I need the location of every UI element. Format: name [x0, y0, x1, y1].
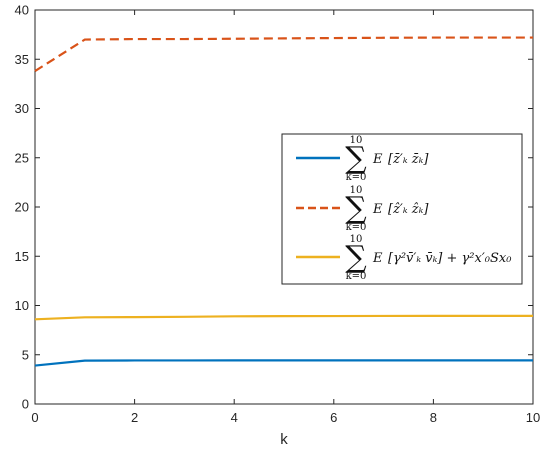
legend: 10∑k=0E [z̄′ₖ z̄ₖ]10∑k=0E [ẑ′ₖ ẑₖ]10∑k=0E[… — [281, 133, 523, 285]
legend-sum-upper: 10 — [350, 185, 363, 196]
y-tick-label: 40 — [15, 3, 29, 18]
legend-expectation-E: E — [372, 251, 383, 266]
legend-sum-upper: 10 — [350, 234, 363, 245]
y-tick-label: 25 — [15, 150, 29, 165]
series-line-1 — [34, 359, 533, 367]
legend-label-1: [z̄′ₖ z̄ₖ] — [388, 152, 429, 167]
x-tick-label: 2 — [131, 410, 138, 425]
legend-label-2: [ẑ′ₖ ẑₖ] — [388, 202, 429, 217]
series-line-3 — [34, 314, 533, 321]
x-tick-label: 4 — [231, 410, 238, 425]
series-line-2 — [34, 36, 533, 72]
legend-sum-sign: ∑ — [345, 240, 367, 275]
legend-sum-upper: 10 — [350, 135, 363, 146]
x-tick-label: 0 — [31, 410, 38, 425]
y-tick-label: 35 — [15, 52, 29, 67]
x-tick-label: 6 — [330, 410, 337, 425]
y-tick-label: 30 — [15, 101, 29, 116]
x-axis-label: k — [280, 431, 288, 448]
y-tick-label: 10 — [15, 298, 29, 313]
y-tick-label: 5 — [22, 347, 29, 362]
legend-sum-lower: k=0 — [346, 172, 367, 183]
legend-sum-sign: ∑ — [345, 141, 367, 176]
y-tick-label: 0 — [22, 397, 29, 412]
y-tick-label: 15 — [15, 249, 29, 264]
legend-sum-lower: k=0 — [346, 271, 367, 282]
legend-sum-lower: k=0 — [346, 222, 367, 233]
legend-label-3: [γ²v̄′ₖ v̄ₖ] + γ²x′₀Sx₀ — [388, 251, 512, 266]
legend-expectation-E: E — [372, 202, 383, 217]
x-tick-label: 8 — [430, 410, 437, 425]
legend-sum-sign: ∑ — [345, 191, 367, 226]
y-tick-label: 20 — [15, 200, 29, 215]
x-tick-label: 10 — [526, 410, 540, 425]
legend-expectation-E: E — [372, 152, 383, 167]
axis-ticks: 0 2 4 6 8 10 0 5 10 15 20 25 30 35 40 — [15, 3, 541, 426]
series-group — [34, 36, 533, 367]
